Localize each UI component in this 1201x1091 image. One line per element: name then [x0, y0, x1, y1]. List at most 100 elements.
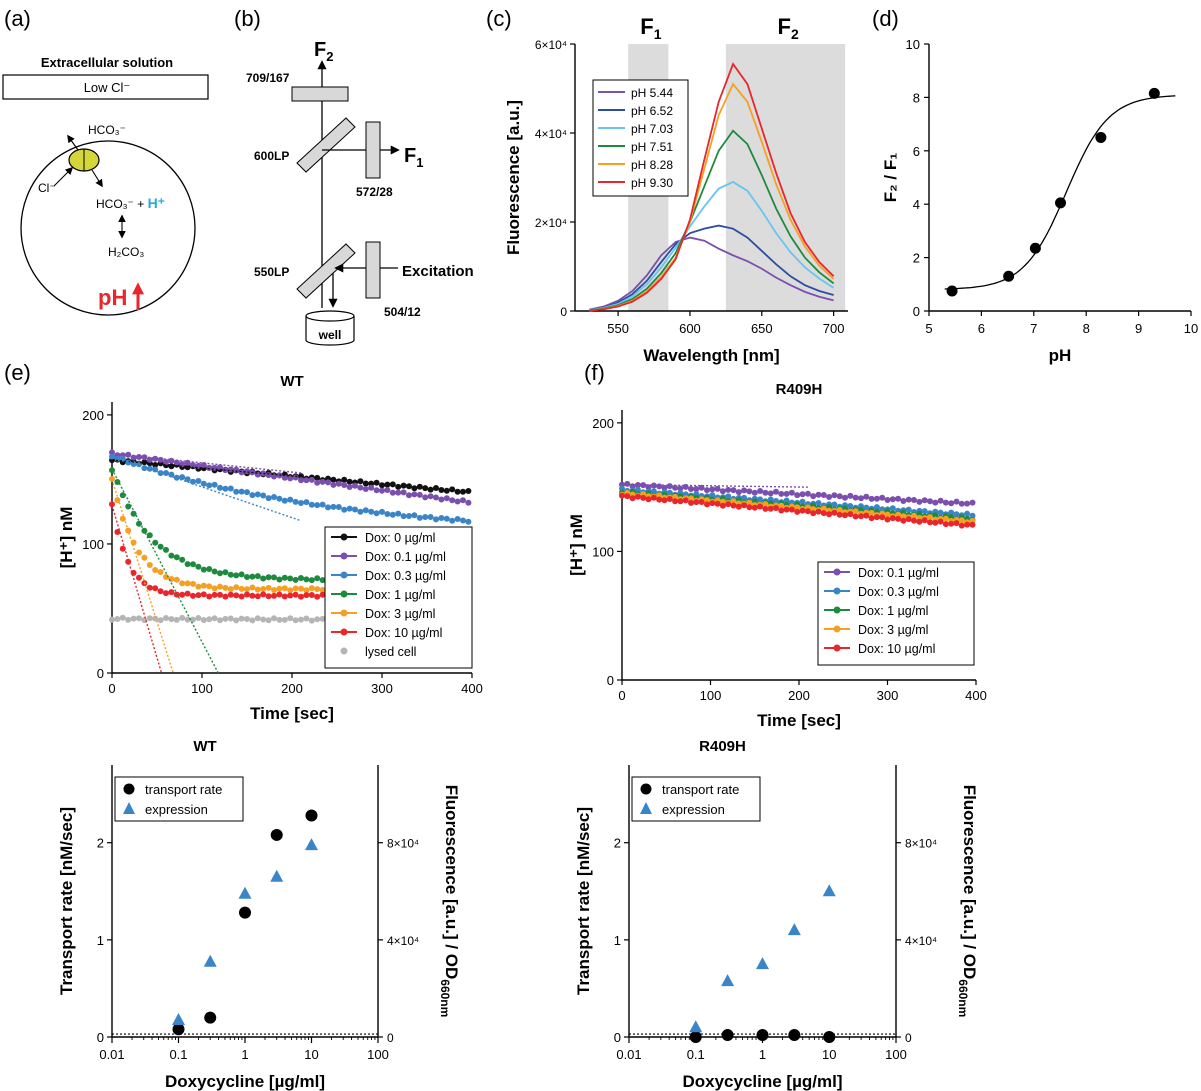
time-point	[254, 586, 261, 593]
rate-point	[689, 1031, 702, 1043]
series-4	[619, 492, 976, 529]
time-point	[773, 488, 779, 495]
time-point	[810, 510, 817, 517]
time-point	[693, 486, 700, 492]
y-tick-label: 200	[82, 408, 104, 423]
rate-point	[823, 1031, 836, 1043]
time-point	[125, 616, 132, 623]
time-point	[624, 480, 631, 487]
time-point	[879, 494, 886, 501]
time-point	[136, 574, 142, 581]
expression-point	[203, 954, 217, 967]
time-point	[751, 489, 758, 496]
time-point	[826, 494, 833, 500]
time-point	[303, 615, 310, 622]
time-point	[265, 495, 272, 502]
time-point	[794, 504, 801, 511]
time-point	[836, 511, 843, 518]
x-axis-label: Doxycycline [µg/ml]	[682, 1072, 842, 1091]
time-point	[905, 506, 912, 513]
expression-point	[721, 974, 735, 987]
y-tick-label: 2×10⁴	[535, 216, 567, 230]
time-point	[969, 512, 976, 519]
time-point	[438, 487, 445, 493]
y2-axis-label: Fluorescence [a.u.] / OD660nm	[956, 785, 979, 1018]
time-point	[146, 562, 153, 568]
time-point	[411, 491, 418, 498]
time-point	[751, 504, 758, 511]
time-point	[335, 504, 342, 510]
time-point	[217, 583, 223, 590]
time-point	[953, 511, 960, 518]
time-point	[157, 456, 164, 463]
time-point	[794, 508, 801, 515]
time-point	[265, 617, 272, 624]
time-point	[730, 487, 737, 494]
time-point	[222, 485, 229, 492]
time-point	[868, 495, 875, 502]
dichroic-600lp	[296, 117, 356, 173]
time-point	[190, 580, 196, 587]
legend-marker	[340, 647, 348, 655]
x-tick-label: 10	[304, 1047, 318, 1062]
time-point	[416, 491, 423, 498]
time-point	[815, 500, 822, 506]
time-point	[157, 617, 164, 624]
time-point	[672, 498, 679, 505]
time-point	[427, 514, 434, 520]
time-point	[389, 489, 396, 496]
time-point	[211, 615, 218, 622]
time-point	[911, 517, 917, 524]
time-point	[200, 591, 207, 598]
time-point	[666, 483, 673, 490]
time-point	[308, 501, 315, 508]
time-point	[767, 490, 774, 497]
y-tick-label: 2	[614, 836, 621, 851]
spectrum-line-2	[589, 180, 835, 311]
time-point	[373, 479, 380, 486]
time-point	[831, 509, 838, 516]
time-point	[281, 585, 288, 592]
time-point	[969, 499, 976, 506]
time-point	[836, 506, 843, 513]
y-tick-label: 100	[592, 544, 614, 559]
chart-e-wt-timecourse: WT 0 100 200 300 400 0 100 200 Time [sec] [H⁺] nM D…	[57, 373, 483, 723]
y-axis-label: Transport rate [nM/sec]	[57, 807, 76, 995]
time-point	[741, 502, 748, 509]
time-point	[964, 500, 971, 507]
time-point	[190, 462, 196, 469]
time-point	[624, 493, 631, 500]
y-tick-label: 2	[97, 836, 104, 851]
time-point	[443, 495, 450, 502]
time-point	[889, 505, 896, 512]
time-point	[661, 497, 668, 504]
time-point	[281, 474, 288, 481]
time-point	[244, 616, 250, 622]
time-point	[217, 484, 223, 491]
time-point	[645, 496, 652, 503]
time-point	[831, 492, 838, 499]
legend: Dox: 0.1 µg/ml Dox: 0.3 µg/ml Dox: 1 µg/ml…	[817, 561, 975, 666]
panel-label-f: (f)	[584, 360, 605, 385]
ph-label: pH	[98, 285, 127, 310]
time-point	[368, 480, 375, 487]
time-point	[184, 464, 191, 471]
time-point	[330, 503, 337, 510]
time-point	[454, 488, 461, 495]
time-point	[341, 482, 348, 488]
time-point	[314, 616, 321, 623]
time-point	[362, 507, 369, 514]
legend-marker	[340, 533, 348, 541]
time-point	[206, 583, 213, 590]
time-point	[179, 556, 186, 563]
y2-tick-label: 8×10⁴	[387, 837, 419, 851]
y-tick-label: 6	[913, 144, 920, 159]
time-point	[260, 616, 267, 623]
time-point	[757, 488, 764, 494]
chart-title: WT	[280, 373, 303, 390]
time-point	[222, 584, 229, 591]
rate-point	[172, 1023, 185, 1036]
x-axis-label: Time [sec]	[250, 704, 334, 723]
time-point	[815, 491, 822, 498]
time-point	[130, 615, 137, 622]
